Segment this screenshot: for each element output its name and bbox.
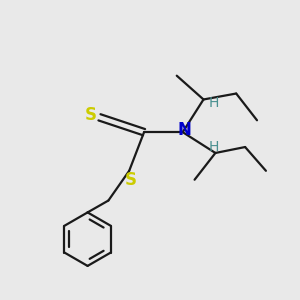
Text: S: S [85, 106, 97, 124]
Text: H: H [209, 140, 219, 154]
Text: H: H [209, 96, 219, 110]
Text: N: N [177, 121, 191, 139]
Text: S: S [125, 171, 137, 189]
